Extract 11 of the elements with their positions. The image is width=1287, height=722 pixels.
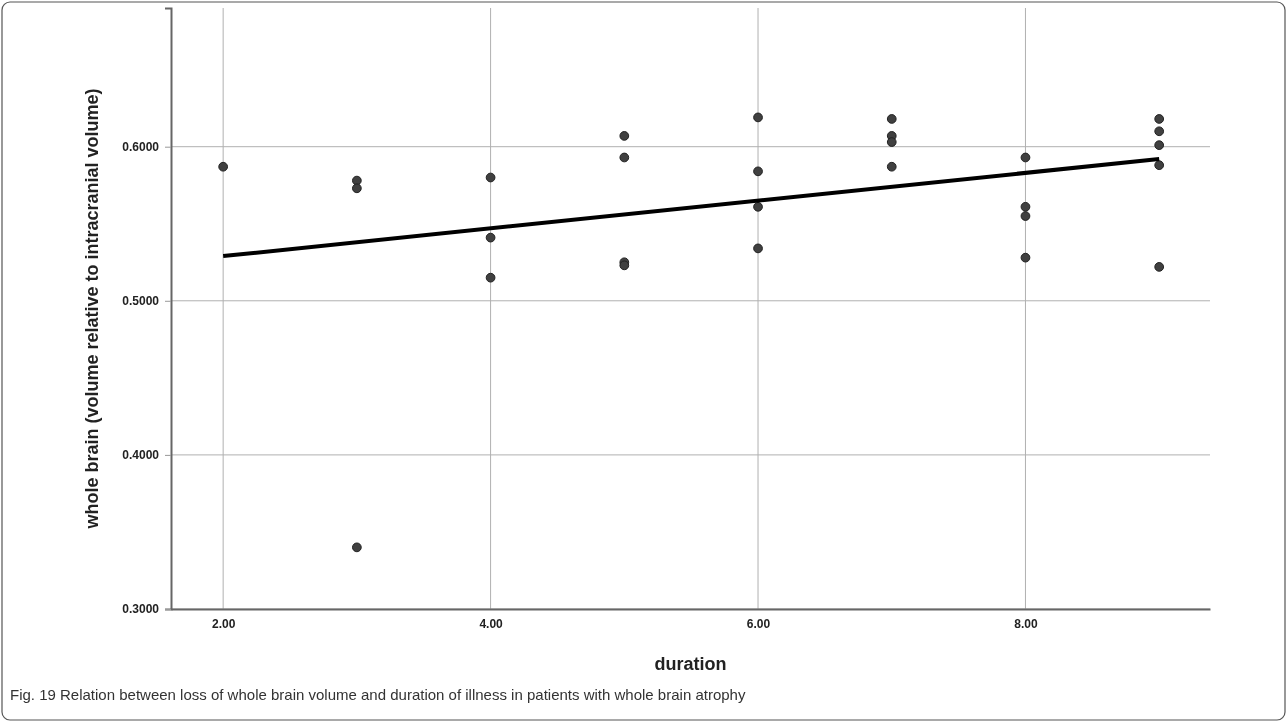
caption: Fig. 19 Relation between loss of whole brain volume and duration of illness in patients with whole brain atrophy: [10, 686, 746, 703]
x-tick-label: 6.00: [746, 616, 771, 631]
y-tick-label: 0.6000: [122, 140, 160, 155]
y-axis-title: whole brain (volume relative to intracranial volume): [82, 88, 102, 530]
y-tick-label: 0.4000: [122, 448, 160, 463]
x-tick-label: 2.00: [211, 616, 236, 631]
y-tick-label: 0.3000: [122, 602, 160, 617]
x-axis-title: duration: [654, 654, 727, 674]
x-tick-label: 8.00: [1014, 616, 1038, 631]
y-tick-label: 0.5000: [122, 294, 160, 309]
x-tick-label: 4.00: [479, 616, 504, 631]
